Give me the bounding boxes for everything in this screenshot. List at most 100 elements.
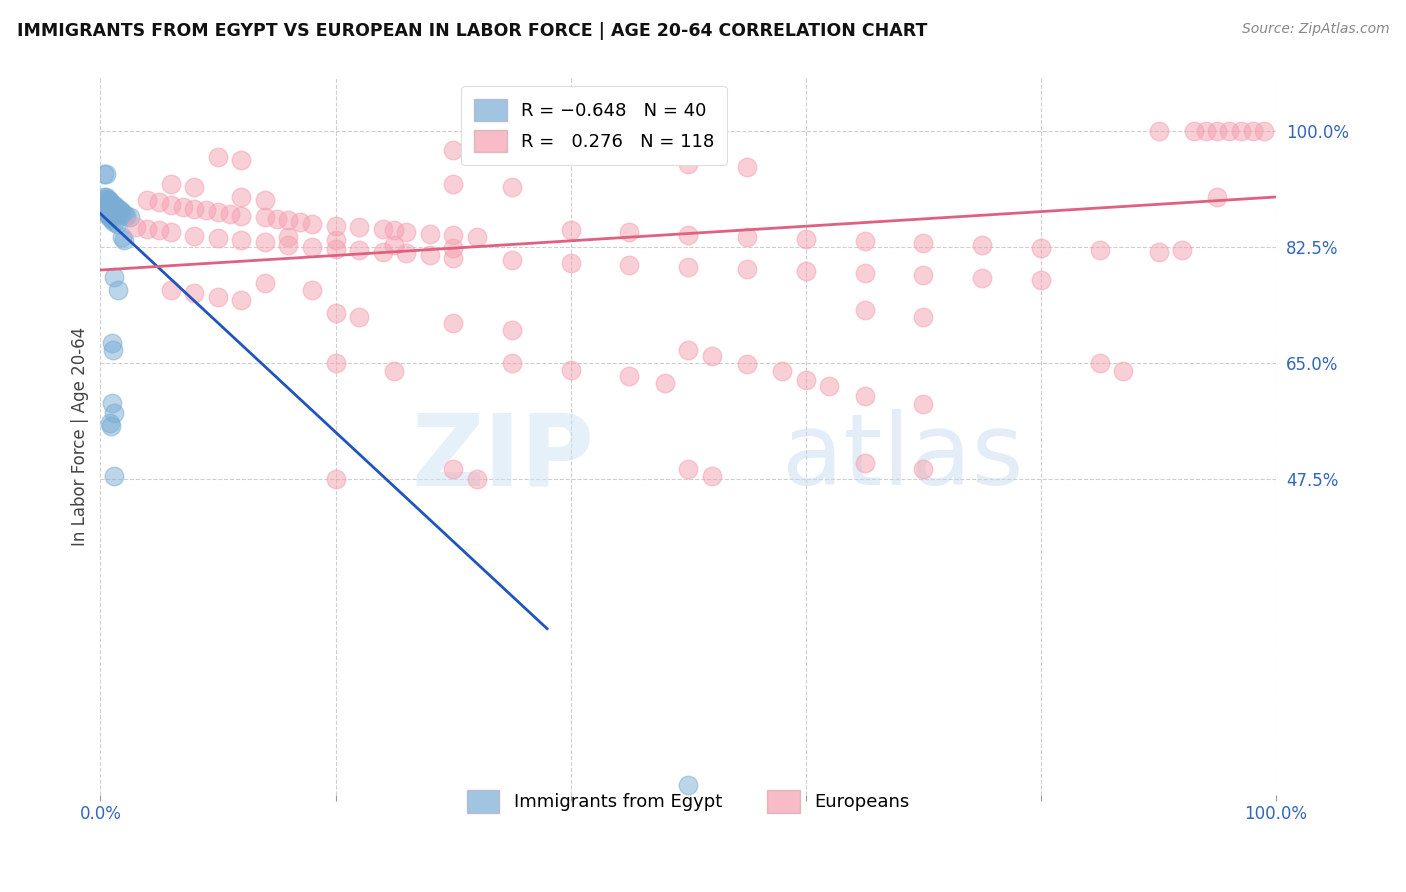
Point [94, 203, 117, 218]
Point [676, 343, 699, 357]
Point [853, 389, 876, 403]
Point [253, 194, 276, 208]
Point [160, 283, 183, 297]
Point [231, 190, 253, 204]
Point [96, 192, 118, 206]
Point [96, 206, 118, 220]
Point [382, 223, 405, 237]
Point [93, 190, 115, 204]
Point [619, 258, 641, 272]
Point [441, 227, 464, 242]
Point [441, 177, 464, 191]
Point [160, 225, 183, 239]
Point [110, 230, 132, 244]
Point [96, 204, 118, 219]
Point [395, 225, 418, 239]
Point [1029, 241, 1052, 255]
Point [136, 222, 159, 236]
Point [277, 213, 299, 227]
Point [93, 167, 115, 181]
Point [101, 213, 124, 227]
Point [110, 204, 132, 219]
Point [160, 198, 183, 212]
Point [325, 306, 347, 320]
Text: IMMIGRANTS FROM EGYPT VS EUROPEAN IN LABOR FORCE | AGE 20-64 CORRELATION CHART: IMMIGRANTS FROM EGYPT VS EUROPEAN IN LAB… [17, 22, 927, 40]
Point [124, 219, 146, 234]
Point [253, 210, 276, 224]
Point [97, 194, 120, 208]
Point [912, 310, 935, 324]
Point [100, 419, 122, 434]
Point [97, 209, 120, 223]
Point [700, 469, 723, 483]
Legend: Immigrants from Egypt, Europeans: Immigrants from Egypt, Europeans [454, 778, 922, 825]
Point [501, 180, 523, 194]
Point [676, 227, 699, 242]
Point [110, 203, 132, 218]
Point [465, 472, 488, 486]
Point [560, 223, 582, 237]
Point [231, 209, 253, 223]
Point [465, 230, 488, 244]
Point [371, 222, 394, 236]
Point [148, 195, 170, 210]
Point [1206, 190, 1229, 204]
Point [654, 376, 676, 390]
Point [794, 373, 817, 387]
Point [183, 286, 205, 301]
Point [218, 206, 240, 220]
Point [325, 242, 347, 256]
Point [441, 144, 464, 158]
Point [207, 150, 229, 164]
Point [382, 364, 405, 378]
Point [93, 202, 115, 216]
Point [735, 261, 758, 276]
Point [96, 167, 118, 181]
Point [818, 379, 841, 393]
Point [501, 323, 523, 337]
Point [465, 146, 488, 161]
Point [1230, 123, 1253, 137]
Point [419, 227, 441, 241]
Point [183, 180, 205, 194]
Point [266, 211, 288, 226]
Point [1253, 123, 1275, 137]
Point [112, 206, 135, 220]
Point [207, 290, 229, 304]
Point [115, 209, 138, 223]
Point [98, 195, 121, 210]
Point [1088, 243, 1111, 257]
Point [1088, 356, 1111, 370]
Text: Source: ZipAtlas.com: Source: ZipAtlas.com [1241, 22, 1389, 37]
Point [136, 194, 159, 208]
Point [183, 202, 205, 216]
Point [441, 241, 464, 255]
Point [94, 192, 117, 206]
Point [301, 283, 323, 297]
Point [972, 238, 994, 252]
Point [325, 472, 347, 486]
Point [118, 210, 141, 224]
Point [231, 233, 253, 247]
Point [103, 269, 125, 284]
Point [172, 200, 194, 214]
Point [1147, 245, 1170, 260]
Point [207, 231, 229, 245]
Point [501, 356, 523, 370]
Point [1194, 123, 1216, 137]
Point [112, 233, 135, 247]
Point [91, 200, 114, 214]
Point [441, 251, 464, 265]
Point [560, 256, 582, 270]
Point [676, 157, 699, 171]
Point [160, 177, 183, 191]
Point [794, 264, 817, 278]
Point [325, 219, 347, 233]
Point [104, 200, 127, 214]
Point [96, 190, 118, 204]
Point [277, 230, 299, 244]
Point [253, 235, 276, 249]
Point [853, 302, 876, 317]
Point [290, 215, 312, 229]
Point [103, 343, 125, 357]
